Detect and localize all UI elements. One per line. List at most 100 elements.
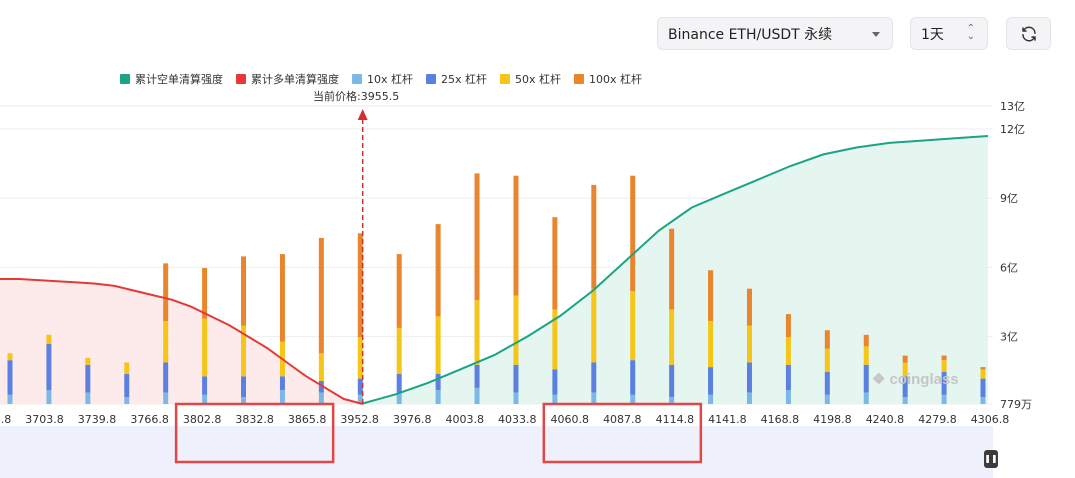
liquidation-bar <box>630 175 636 291</box>
liquidation-bar <box>824 330 830 349</box>
legend-item[interactable]: 累计多单清算强度 <box>236 71 339 87</box>
liquidation-bar <box>902 376 908 398</box>
legend-item[interactable]: 100x 杠杆 <box>574 71 642 87</box>
range-select[interactable]: 1天 ⌃ ⌄ <box>910 17 988 50</box>
x-tick-label: 4306.8 <box>971 413 1010 426</box>
liquidation-bar <box>669 397 675 404</box>
y-tick-label: 6亿 <box>1000 261 1018 274</box>
refresh-button[interactable] <box>1006 17 1051 50</box>
liquidation-bar <box>863 364 869 393</box>
liquidation-bar <box>357 337 363 379</box>
liquidation-bar <box>941 355 947 361</box>
liquidation-bar <box>435 374 441 391</box>
x-tick-label: 3739.8 <box>78 413 117 426</box>
x-tick-label: 4279.8 <box>918 413 957 426</box>
liquidation-bar <box>163 320 169 363</box>
liquidation-bar <box>824 348 830 372</box>
liquidation-bar <box>902 362 908 377</box>
x-tick-label: 3832.8 <box>235 413 274 426</box>
liquidation-bar <box>824 394 830 404</box>
coinglass-watermark: ❖ coinglass <box>872 370 959 389</box>
x-tick-label: 4087.8 <box>603 413 642 426</box>
legend-item[interactable]: 25x 杠杆 <box>426 71 487 87</box>
y-tick-label: 13亿 <box>1000 100 1025 113</box>
liquidation-bar <box>474 173 480 301</box>
liquidation-bar <box>318 392 324 404</box>
legend-item[interactable]: 50x 杠杆 <box>500 71 561 87</box>
liquidation-bar <box>396 254 402 328</box>
liquidation-bar <box>591 288 597 363</box>
x-tick-label: 3703.8 <box>25 413 64 426</box>
legend-item[interactable]: 累计空单清算强度 <box>120 71 223 87</box>
liquidation-bar <box>902 355 908 363</box>
y-tick-label: 779万 <box>1000 398 1032 411</box>
liquidation-bar <box>435 224 441 317</box>
legend-label: 累计空单清算强度 <box>135 73 223 86</box>
updown-icon: ⌃ ⌄ <box>966 23 975 42</box>
liquidation-bar <box>474 364 480 388</box>
liquidation-bar <box>202 394 208 404</box>
liquidation-bar <box>396 392 402 404</box>
x-tick-label: 4114.8 <box>656 413 695 426</box>
liquidation-bar <box>552 309 558 370</box>
range-select-value: 1天 <box>921 26 944 43</box>
exchange-select-value: Binance ETH/USDT 永续 <box>668 26 833 43</box>
liquidation-bar <box>630 290 636 361</box>
x-tick-label: 4168.8 <box>761 413 800 426</box>
chevron-down-icon <box>872 32 880 37</box>
liquidation-bar <box>980 369 986 379</box>
legend-label: 50x 杠杆 <box>515 73 562 86</box>
coinglass-logo-icon: ❖ <box>872 371 886 388</box>
liquidation-bar <box>591 184 597 289</box>
liquidation-bar <box>669 364 675 398</box>
liquidation-bar <box>357 394 363 404</box>
liquidation-bar <box>746 362 752 393</box>
x-tick-label: 4060.8 <box>551 413 590 426</box>
liquidation-bar <box>279 390 285 404</box>
y-tick-label: 3亿 <box>1000 331 1018 344</box>
liquidation-bar <box>591 362 597 393</box>
legend-item[interactable]: 10x 杠杆 <box>352 71 413 87</box>
y-tick-label: 9亿 <box>1000 192 1018 205</box>
exchange-select[interactable]: Binance ETH/USDT 永续 <box>657 17 893 50</box>
legend-swatch <box>426 74 437 84</box>
liquidation-bar <box>630 394 636 404</box>
liquidation-bar <box>941 371 947 395</box>
liquidation-bar <box>785 337 791 365</box>
short-cumulative-line <box>362 135 989 405</box>
x-tick-label: 4240.8 <box>866 413 905 426</box>
current-price-arrow <box>357 109 368 120</box>
watermark-text: coinglass <box>889 370 959 388</box>
liquidation-bar <box>357 378 363 395</box>
pause-button[interactable]: ❚❚ <box>984 450 998 468</box>
liquidation-bar <box>863 346 869 365</box>
liquidation-bar <box>785 314 791 338</box>
liquidation-bar <box>241 397 247 404</box>
long-area <box>0 279 363 404</box>
refresh-icon <box>1021 26 1036 41</box>
x-tick-label: 3802.8 <box>183 413 222 426</box>
liquidation-bar <box>669 309 675 365</box>
x-tick-label: 3766.8 <box>130 413 169 426</box>
x-tick-label: 4033.8 <box>498 413 537 426</box>
liquidation-bar <box>318 237 324 354</box>
liquidation-bar <box>746 392 752 404</box>
liquidation-bar <box>202 267 208 319</box>
liquidation-bar <box>591 392 597 404</box>
range-band <box>0 426 993 478</box>
liquidation-bar <box>396 327 402 375</box>
legend-swatch <box>352 74 362 84</box>
liquidation-bar <box>746 288 752 326</box>
liquidation-bar <box>241 325 247 377</box>
liquidation-bar <box>124 397 130 404</box>
liquidation-bar <box>513 364 519 393</box>
x-tick-label: 3976.8 <box>393 413 432 426</box>
legend-swatch <box>500 74 511 84</box>
legend-label: 25x 杠杆 <box>441 73 488 86</box>
liquidation-bar <box>708 270 714 321</box>
liquidation-bar <box>85 364 91 393</box>
liquidation-bar <box>7 394 13 404</box>
liquidation-bar <box>241 376 247 398</box>
liquidation-bar <box>552 369 558 395</box>
